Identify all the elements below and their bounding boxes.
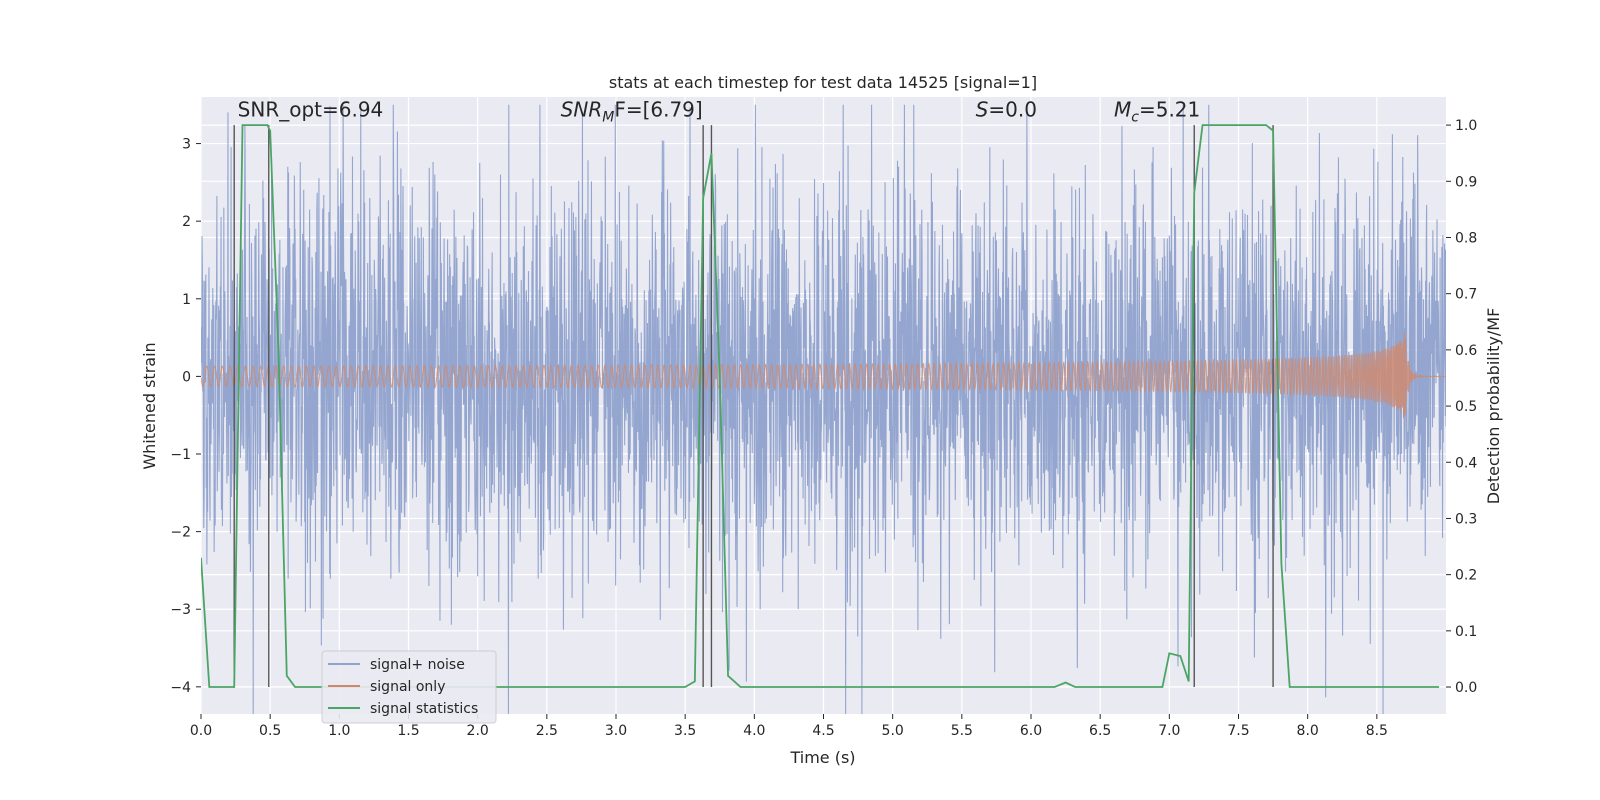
x-tick-label-16: 8.0 xyxy=(1297,723,1319,739)
y-tick-label-4: −1 xyxy=(170,447,191,463)
x-tick-label-5: 2.5 xyxy=(536,723,558,739)
y-tick-label-0: 3 xyxy=(182,137,191,153)
legend-entry-signal-statistics: signal statistics xyxy=(370,701,478,717)
annotation-snr-mf-sub: M xyxy=(602,109,614,125)
annotation-s-symbol: S xyxy=(976,97,989,121)
annotation-s: S=0.0 xyxy=(976,97,1037,121)
y-right-tick-label-7: 0.3 xyxy=(1455,511,1477,527)
annotation-mc: Mc=5.21 xyxy=(1114,97,1200,125)
y-axis-label: Whitened strain xyxy=(140,342,159,469)
x-tick-label-11: 5.5 xyxy=(951,723,973,739)
x-tick-label-17: 8.5 xyxy=(1366,723,1388,739)
y-axis-label-right: Detection probability/MF xyxy=(1484,308,1503,505)
series-signal-only xyxy=(201,332,1446,419)
y-tick-label-2: 1 xyxy=(182,292,191,308)
y-right-tick-label-5: 0.5 xyxy=(1455,399,1477,415)
x-tick-label-7: 3.5 xyxy=(674,723,696,739)
annotation-snr-mf-value: F=[6.79] xyxy=(614,97,702,121)
annotation-mc-base: M xyxy=(1114,97,1131,121)
annotation-mc-value: =5.21 xyxy=(1139,97,1200,121)
y-right-tick-label-9: 0.1 xyxy=(1455,624,1477,640)
y-right-tick-label-10: 0.0 xyxy=(1455,680,1477,696)
y-tick-label-3: 0 xyxy=(182,369,191,385)
y-right-tick-label-2: 0.8 xyxy=(1455,230,1477,246)
x-tick-label-13: 6.5 xyxy=(1089,723,1111,739)
x-tick-label-6: 3.0 xyxy=(605,723,627,739)
y-right-tick-label-1: 0.9 xyxy=(1455,174,1477,190)
annotation-snr-mf: SNRMF=[6.79] xyxy=(561,97,703,125)
annotation-snr-mf-base: SNR xyxy=(561,97,603,121)
y-tick-label-1: 2 xyxy=(182,214,191,230)
legend-entry-signal-noise: signal+ noise xyxy=(370,657,465,673)
x-tick-label-10: 5.0 xyxy=(882,723,904,739)
y-tick-label-6: −3 xyxy=(170,602,191,618)
x-tick-label-4: 2.0 xyxy=(467,723,489,739)
annotation-s-value: =0.0 xyxy=(988,97,1037,121)
y-right-tick-label-8: 0.2 xyxy=(1455,568,1477,584)
x-tick-label-1: 0.5 xyxy=(259,723,281,739)
y-right-tick-label-4: 0.6 xyxy=(1455,343,1477,359)
x-tick-label-12: 6.0 xyxy=(1020,723,1042,739)
series-signal-statistics xyxy=(201,124,1440,688)
legend: signal+ noise signal only signal statist… xyxy=(321,650,497,724)
annotation-snr-opt: SNR_opt=6.94 xyxy=(238,97,384,121)
annotation-mc-sub: c xyxy=(1131,109,1139,125)
y-right-tick-label-6: 0.4 xyxy=(1455,455,1477,471)
series-signal-noise xyxy=(201,104,1446,714)
x-tick-label-3: 1.5 xyxy=(397,723,419,739)
x-tick-label-14: 7.0 xyxy=(1158,723,1180,739)
y-tick-label-5: −2 xyxy=(170,525,191,541)
legend-box xyxy=(321,650,497,724)
y-right-tick-label-0: 1.0 xyxy=(1455,118,1477,134)
x-tick-label-15: 7.5 xyxy=(1227,723,1249,739)
x-axis-label: Time (s) xyxy=(789,748,855,767)
y-right-tick-label-3: 0.7 xyxy=(1455,287,1477,303)
chart-title: stats at each timestep for test data 145… xyxy=(609,73,1037,92)
x-tick-label-0: 0.0 xyxy=(190,723,212,739)
legend-entry-signal-only: signal only xyxy=(370,679,445,695)
x-tick-label-9: 4.5 xyxy=(812,723,834,739)
x-tick-label-2: 1.0 xyxy=(328,723,350,739)
x-tick-label-8: 4.0 xyxy=(743,723,765,739)
y-tick-label-7: −4 xyxy=(170,680,191,696)
